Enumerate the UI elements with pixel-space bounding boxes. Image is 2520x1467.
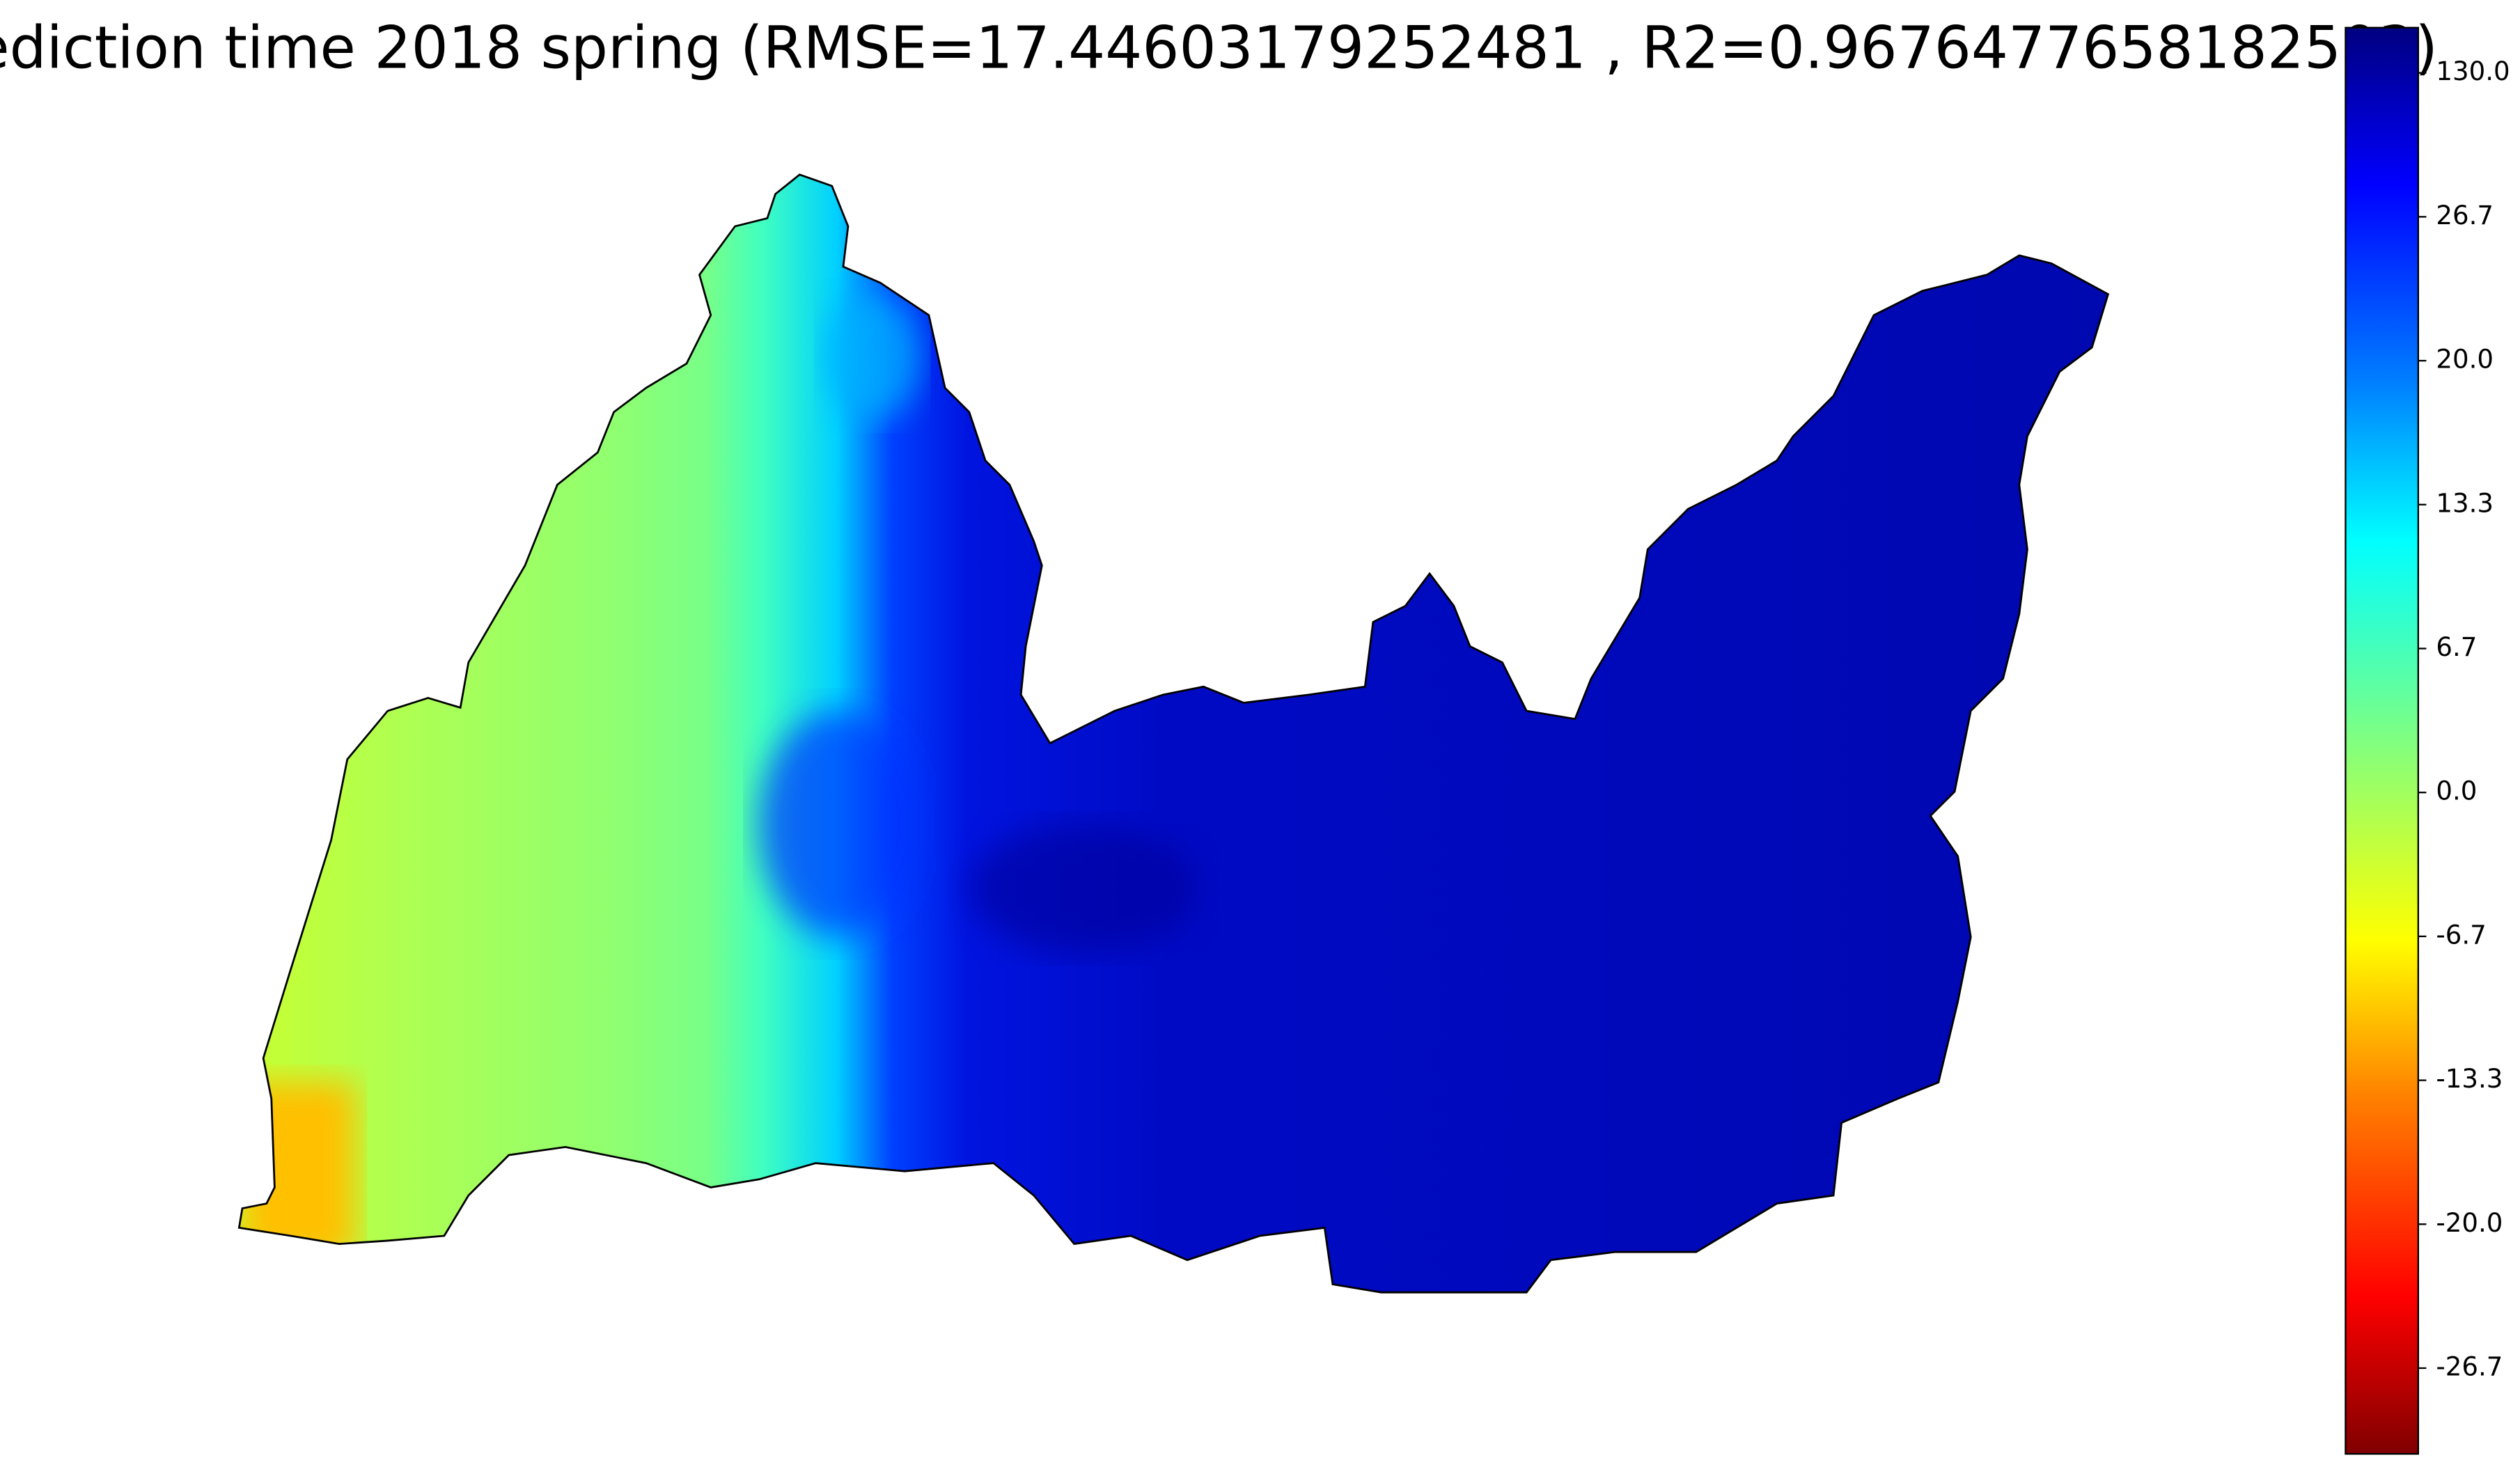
colorbar-ticks: 130.0 26.7 20.0 13.3 6.7 0.0 -6.7 -13.3 -20.0 -26… [2418, 56, 2510, 1381]
colorbar-tick-label: -26.7 [2436, 1351, 2503, 1381]
prediction-surface [239, 174, 2108, 1293]
colorbar-tick-label: 0.0 [2436, 776, 2477, 806]
colorbar-tick-label: 13.3 [2436, 488, 2494, 518]
colorbar-tick-label: 26.7 [2436, 201, 2494, 230]
colorbar-tick-label: -20.0 [2436, 1208, 2503, 1238]
colorbar [2345, 26, 2420, 1455]
colorbar-tick-label: 20.0 [2436, 345, 2494, 375]
colorbar-tick-label: -6.7 [2436, 920, 2486, 950]
map-title: prediction time 2018 spring (RMSE=17.446… [0, 13, 2438, 81]
colorbar-tick-label: 6.7 [2436, 632, 2477, 662]
colorbar-tick-label: -13.3 [2436, 1064, 2503, 1094]
colorbar-tick-label: 130.0 [2436, 56, 2510, 86]
